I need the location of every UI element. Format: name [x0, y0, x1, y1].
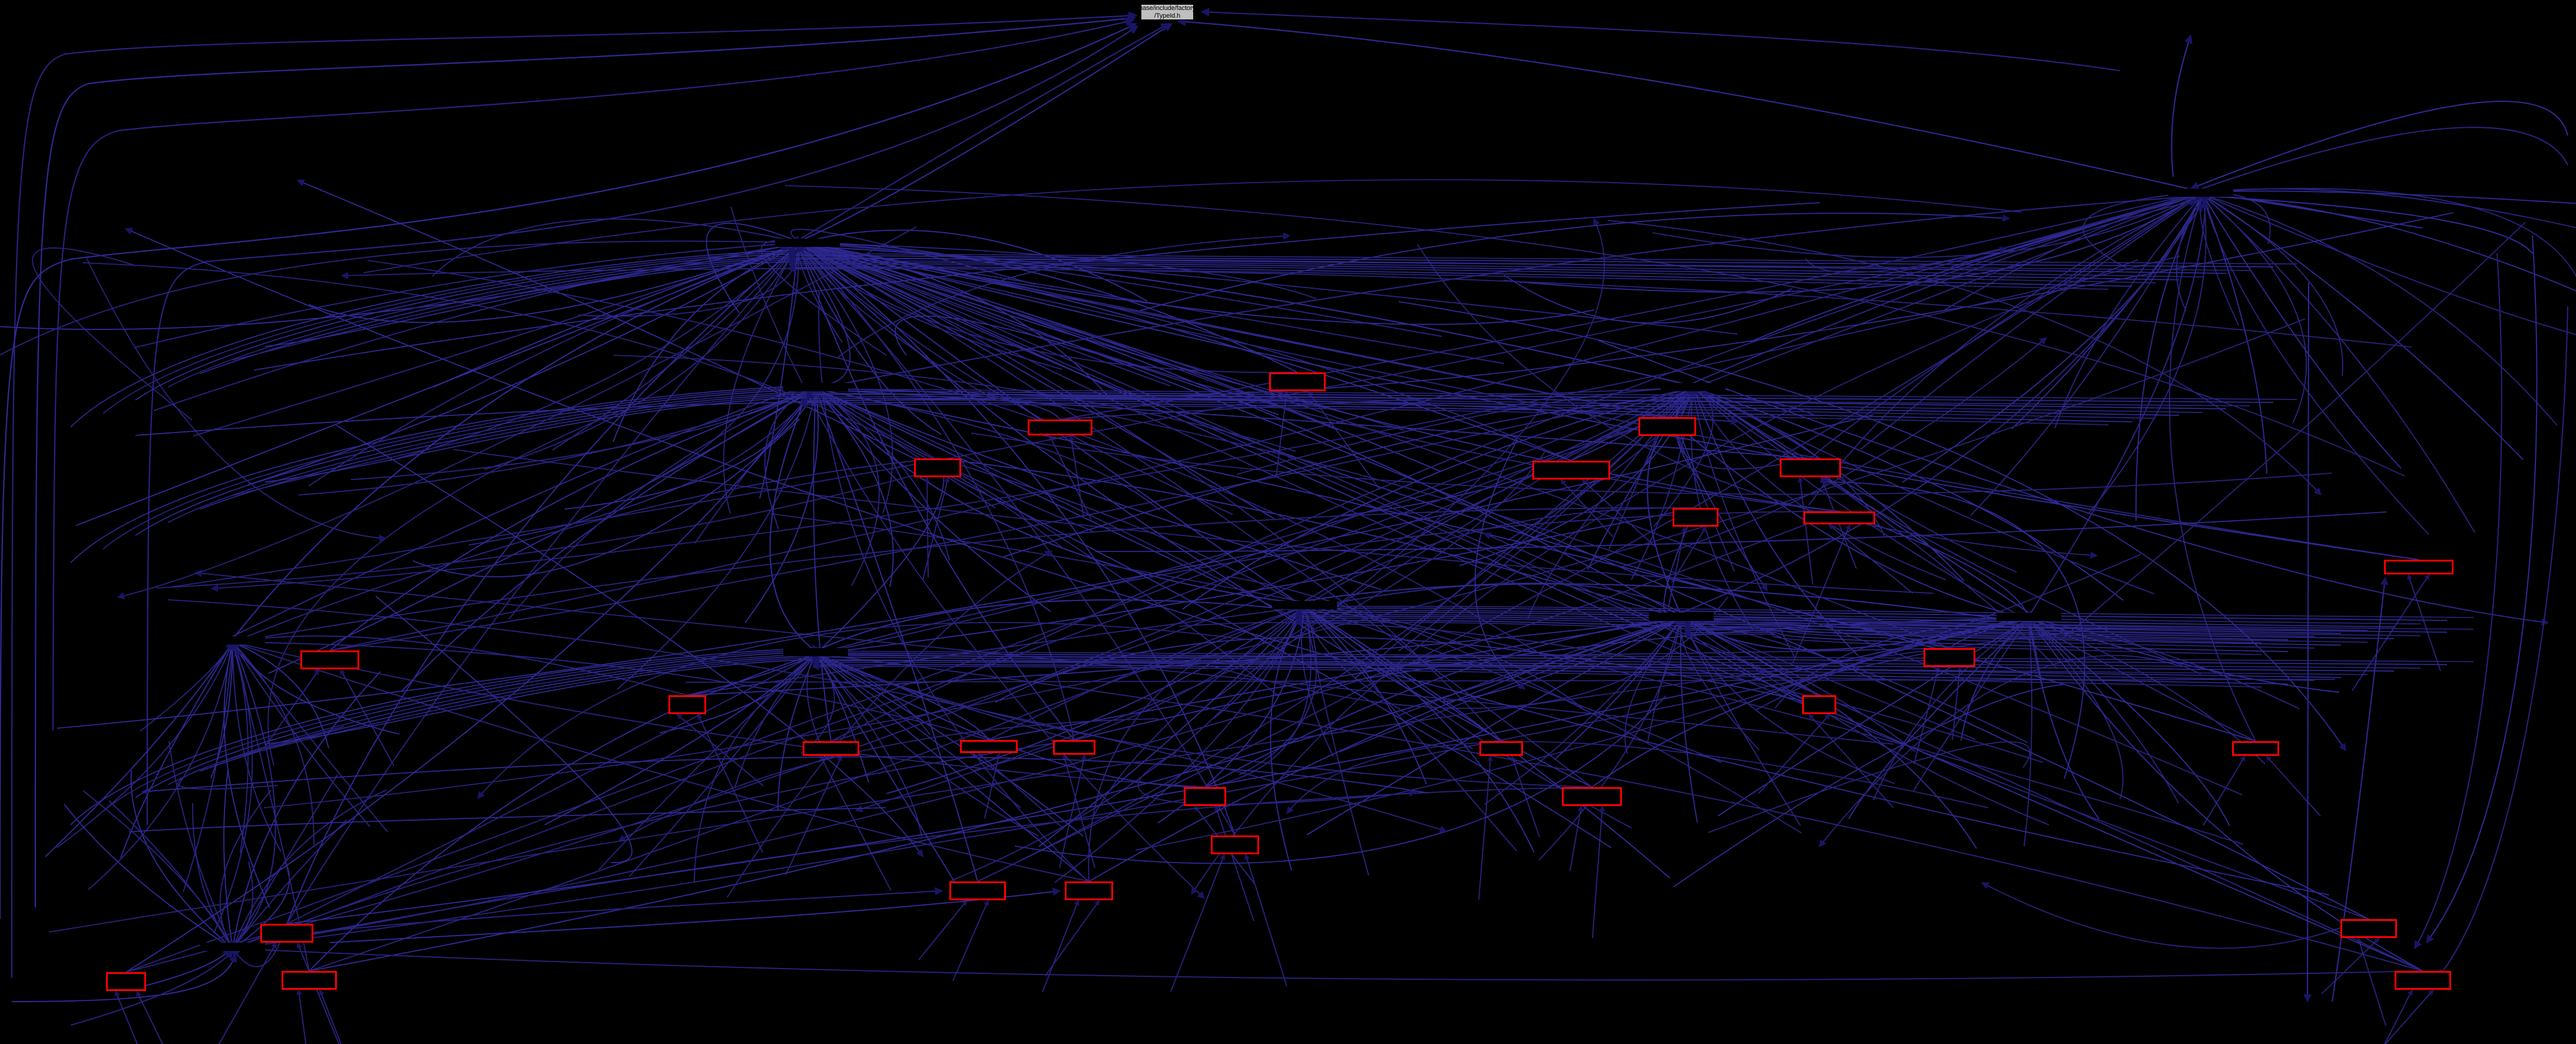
- graph-node-highlighted[interactable]: [1780, 458, 1841, 477]
- graph-node-highlighted[interactable]: [300, 650, 359, 669]
- graph-node[interactable]: [1661, 383, 1726, 391]
- graph-node-root[interactable]: base/include/factory /TypeId.h: [1141, 4, 1194, 20]
- graph-node-highlighted[interactable]: [668, 695, 706, 714]
- graph-node-highlighted[interactable]: [1065, 881, 1113, 900]
- graph-node[interactable]: [200, 943, 265, 951]
- graph-node-highlighted[interactable]: [1211, 835, 1259, 854]
- graph-node-highlighted[interactable]: [1184, 787, 1226, 806]
- graph-node-highlighted[interactable]: [1028, 419, 1092, 435]
- graph-node-highlighted[interactable]: [1479, 741, 1523, 756]
- graph-node[interactable]: [200, 636, 265, 645]
- graph-node-highlighted[interactable]: [1532, 461, 1610, 480]
- graph-node-highlighted[interactable]: [914, 458, 961, 477]
- graph-node[interactable]: [783, 648, 848, 656]
- graph-node-highlighted[interactable]: [2384, 560, 2454, 574]
- graph-node-highlighted[interactable]: [260, 924, 313, 943]
- graph-node-highlighted[interactable]: [1562, 787, 1622, 806]
- graph-node[interactable]: [2168, 189, 2233, 197]
- graph-node-highlighted[interactable]: [803, 741, 859, 756]
- graph-node-highlighted[interactable]: [1803, 511, 1875, 524]
- graph-node[interactable]: [783, 383, 848, 391]
- graph-node-highlighted[interactable]: [949, 881, 1006, 900]
- graph-node-highlighted[interactable]: [282, 971, 337, 990]
- graph-node-highlighted[interactable]: [1923, 648, 1975, 667]
- graph-node-highlighted[interactable]: [2340, 919, 2397, 938]
- graph-node-highlighted[interactable]: [2232, 741, 2279, 756]
- graph-node[interactable]: [1996, 613, 2061, 621]
- graph-node-highlighted[interactable]: [2395, 971, 2451, 990]
- graph-node[interactable]: [1649, 613, 1714, 621]
- graph-node[interactable]: [775, 239, 840, 247]
- graph-node-highlighted[interactable]: [1269, 372, 1326, 391]
- graph-node-highlighted[interactable]: [1053, 740, 1095, 755]
- graph-node-highlighted[interactable]: [1802, 695, 1836, 714]
- graph-node-highlighted[interactable]: [1638, 417, 1696, 436]
- graph-node-highlighted[interactable]: [960, 740, 1018, 753]
- graph-node-highlighted[interactable]: [106, 972, 146, 991]
- graph-node[interactable]: [1272, 601, 1337, 609]
- graph-node-highlighted[interactable]: [1673, 508, 1719, 527]
